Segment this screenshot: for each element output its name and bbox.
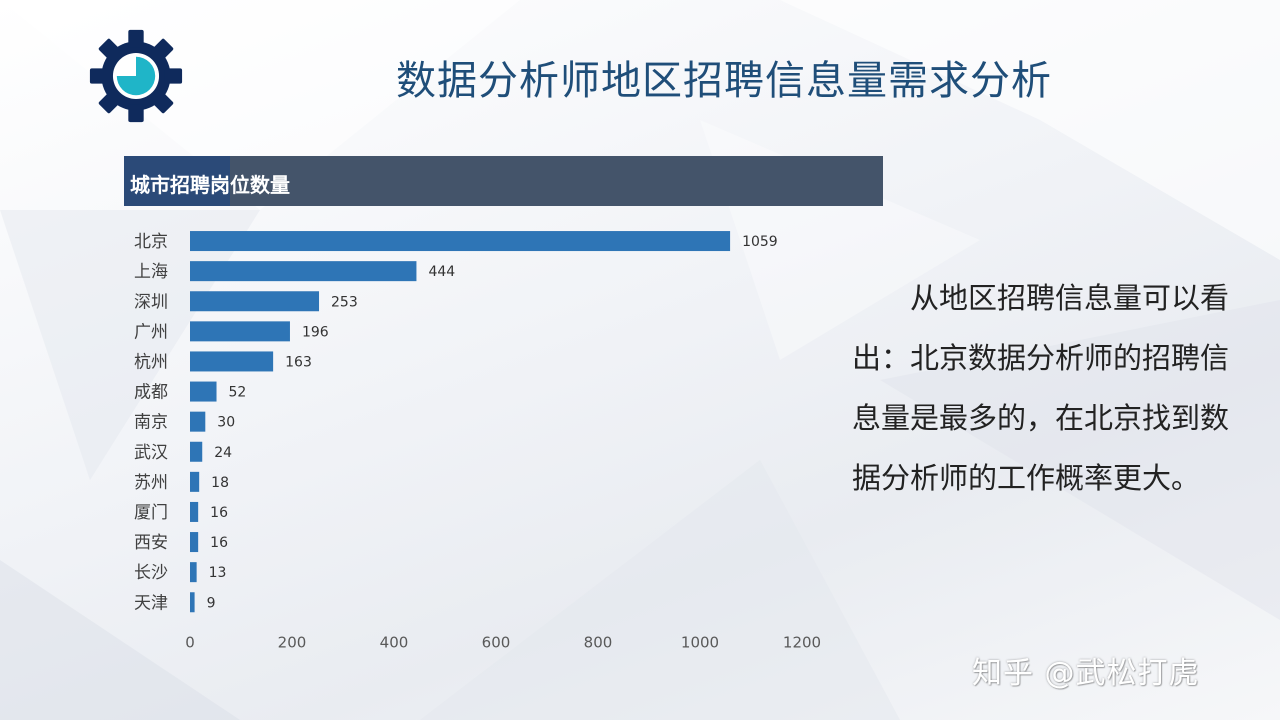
watermark: 知乎 @武松打虎	[972, 656, 1200, 691]
bar	[190, 231, 731, 252]
x-tick-label: 800	[584, 633, 613, 651]
chart-header-accent	[124, 156, 230, 206]
data-label: 16	[210, 505, 228, 521]
data-label: 444	[428, 264, 455, 280]
data-label: 13	[209, 565, 227, 581]
category-label: 上海	[134, 262, 168, 282]
bar	[190, 261, 417, 282]
bar	[190, 471, 200, 492]
category-label: 南京	[134, 413, 168, 433]
category-label: 杭州	[134, 352, 168, 372]
data-label: 163	[285, 354, 312, 370]
category-label: 长沙	[134, 563, 168, 583]
category-label: 深圳	[134, 292, 168, 312]
page-title: 数据分析师地区招聘信息量需求分析	[396, 58, 1052, 104]
category-label: 天津	[134, 593, 168, 613]
bar	[190, 411, 206, 432]
bar	[190, 321, 290, 342]
category-label: 西安	[134, 533, 168, 553]
chart-title: 城市招聘岗位数量	[130, 173, 290, 197]
data-label: 16	[210, 535, 228, 551]
bar	[190, 592, 195, 613]
x-tick-label: 200	[278, 633, 307, 651]
category-label: 厦门	[134, 503, 168, 523]
chart-header-bar: 城市招聘岗位数量	[124, 156, 883, 206]
data-label: 1059	[742, 234, 778, 250]
x-tick-label: 1000	[681, 633, 719, 651]
category-label: 武汉	[134, 443, 168, 463]
bar	[190, 532, 199, 553]
x-tick-label: 1200	[783, 633, 821, 651]
gear-icon	[89, 29, 183, 123]
category-label: 苏州	[134, 473, 168, 493]
data-label: 253	[331, 294, 358, 310]
bar	[190, 501, 199, 522]
category-label: 北京	[134, 232, 168, 252]
bar	[190, 381, 217, 402]
description-text: 从地区招聘信息量可以看出：北京数据分析师的招聘信息量是最多的，在北京找到数据分析…	[852, 281, 1230, 495]
bar	[190, 562, 197, 583]
category-label: 成都	[134, 383, 168, 403]
bar	[190, 441, 203, 462]
data-label: 9	[207, 595, 216, 611]
data-label: 52	[229, 385, 247, 401]
data-label: 196	[302, 324, 329, 340]
data-label: 24	[214, 445, 232, 461]
data-label: 30	[217, 415, 235, 431]
x-tick-label: 0	[185, 633, 195, 651]
category-label: 广州	[134, 322, 168, 342]
x-tick-label: 600	[482, 633, 511, 651]
x-tick-label: 400	[380, 633, 409, 651]
bar-chart: 北京 1059 上海 444 深圳 253 广州 196 杭州 163 成都 52 南京 30 武汉 24 苏州…	[134, 231, 821, 651]
bar	[190, 291, 320, 312]
data-label: 18	[211, 475, 229, 491]
bar	[190, 351, 274, 372]
